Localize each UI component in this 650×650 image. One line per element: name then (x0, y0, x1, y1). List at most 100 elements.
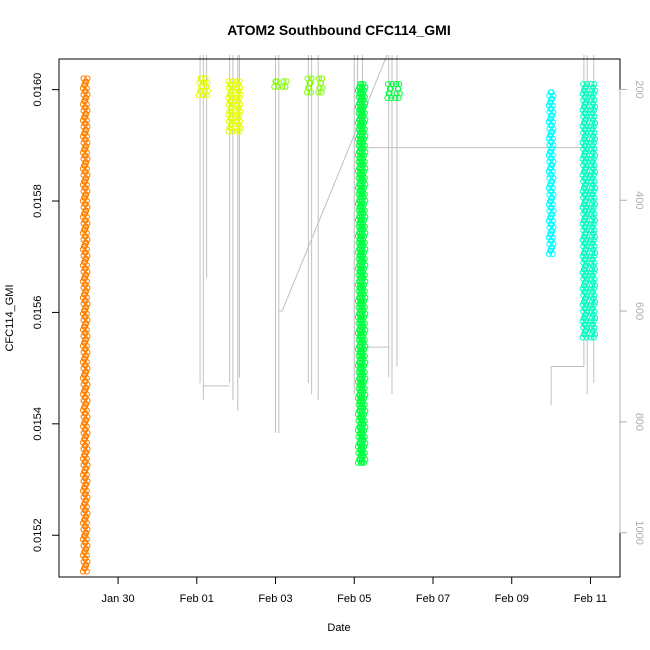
data-point (236, 101, 244, 108)
data-point (282, 83, 289, 90)
data-point (584, 129, 591, 136)
data-point (81, 404, 89, 411)
data-point (359, 155, 366, 162)
data-point (361, 330, 368, 337)
data-point (583, 188, 590, 195)
data-point (227, 125, 234, 132)
data-point (82, 539, 89, 546)
data-point (358, 404, 365, 411)
data-point (84, 123, 91, 130)
data-point (587, 220, 594, 227)
data-point (229, 84, 236, 92)
data-point (583, 285, 590, 292)
data-point (233, 78, 240, 85)
data-point (361, 152, 368, 159)
data-point (589, 214, 597, 221)
data-point (547, 132, 555, 139)
data-point (79, 568, 87, 575)
data-point (548, 221, 555, 228)
data-point (589, 223, 596, 231)
data-point (234, 108, 241, 115)
data-point (583, 107, 590, 114)
data-point (591, 282, 599, 289)
data-point (82, 523, 89, 530)
data-point (229, 128, 236, 135)
data-point (357, 365, 364, 372)
data-point (588, 113, 595, 120)
data-point (358, 93, 365, 101)
data-point (361, 184, 368, 191)
data-point (589, 175, 596, 182)
data-point (583, 318, 590, 325)
data-point (82, 201, 89, 208)
data-point (358, 81, 365, 88)
data-point (361, 126, 368, 133)
data-point (83, 358, 90, 366)
data-point (359, 391, 366, 398)
data-point (360, 145, 367, 152)
data-point (589, 279, 597, 286)
data-point (358, 129, 365, 136)
data-point (361, 119, 368, 127)
data-point (361, 304, 368, 311)
data-point (588, 282, 595, 289)
data-point (83, 117, 90, 124)
data-point (590, 269, 597, 276)
data-point (357, 346, 364, 353)
data-point (591, 120, 599, 127)
data-point (358, 174, 365, 181)
data-point (227, 114, 235, 122)
data-point (357, 87, 364, 94)
data-point (583, 334, 590, 341)
data-point (361, 401, 368, 408)
data-point (362, 440, 369, 447)
data-point (84, 429, 91, 436)
data-point (581, 266, 588, 273)
data-point (229, 94, 236, 102)
data-point (590, 188, 597, 195)
data-point (360, 210, 367, 217)
data-point (588, 178, 595, 185)
data-point (581, 120, 588, 127)
data-point (357, 216, 364, 224)
data-point (359, 284, 366, 292)
data-point (357, 459, 364, 466)
data-point (583, 301, 590, 309)
data-point (360, 178, 367, 185)
data-point (359, 84, 366, 91)
data-point (358, 388, 365, 395)
data-point (83, 223, 90, 230)
data-point (357, 184, 364, 191)
data-point (359, 301, 366, 308)
data-point (361, 87, 368, 94)
data-point (549, 178, 556, 185)
data-point (83, 320, 90, 327)
data-point (588, 97, 595, 104)
data-point (582, 240, 589, 247)
data-point (591, 217, 599, 224)
data-point (582, 207, 589, 214)
data-point (83, 455, 90, 462)
data-point (588, 136, 595, 143)
data-point (83, 439, 90, 446)
data-point (584, 227, 591, 234)
data-point (236, 94, 243, 102)
data-point (81, 516, 89, 524)
data-point (83, 246, 90, 253)
data-point (359, 187, 366, 194)
data-point (547, 198, 555, 205)
data-point (83, 433, 90, 440)
data-point (229, 101, 236, 108)
data-point (358, 323, 365, 330)
data-point (582, 197, 590, 205)
data-point (581, 136, 588, 143)
data-point (582, 110, 589, 117)
data-point (582, 149, 590, 156)
data-point (589, 142, 596, 149)
data-point (589, 84, 597, 91)
data-point (358, 417, 365, 424)
data-point (235, 104, 242, 112)
data-point (590, 301, 597, 309)
data-point (584, 259, 591, 266)
data-point (587, 269, 594, 276)
